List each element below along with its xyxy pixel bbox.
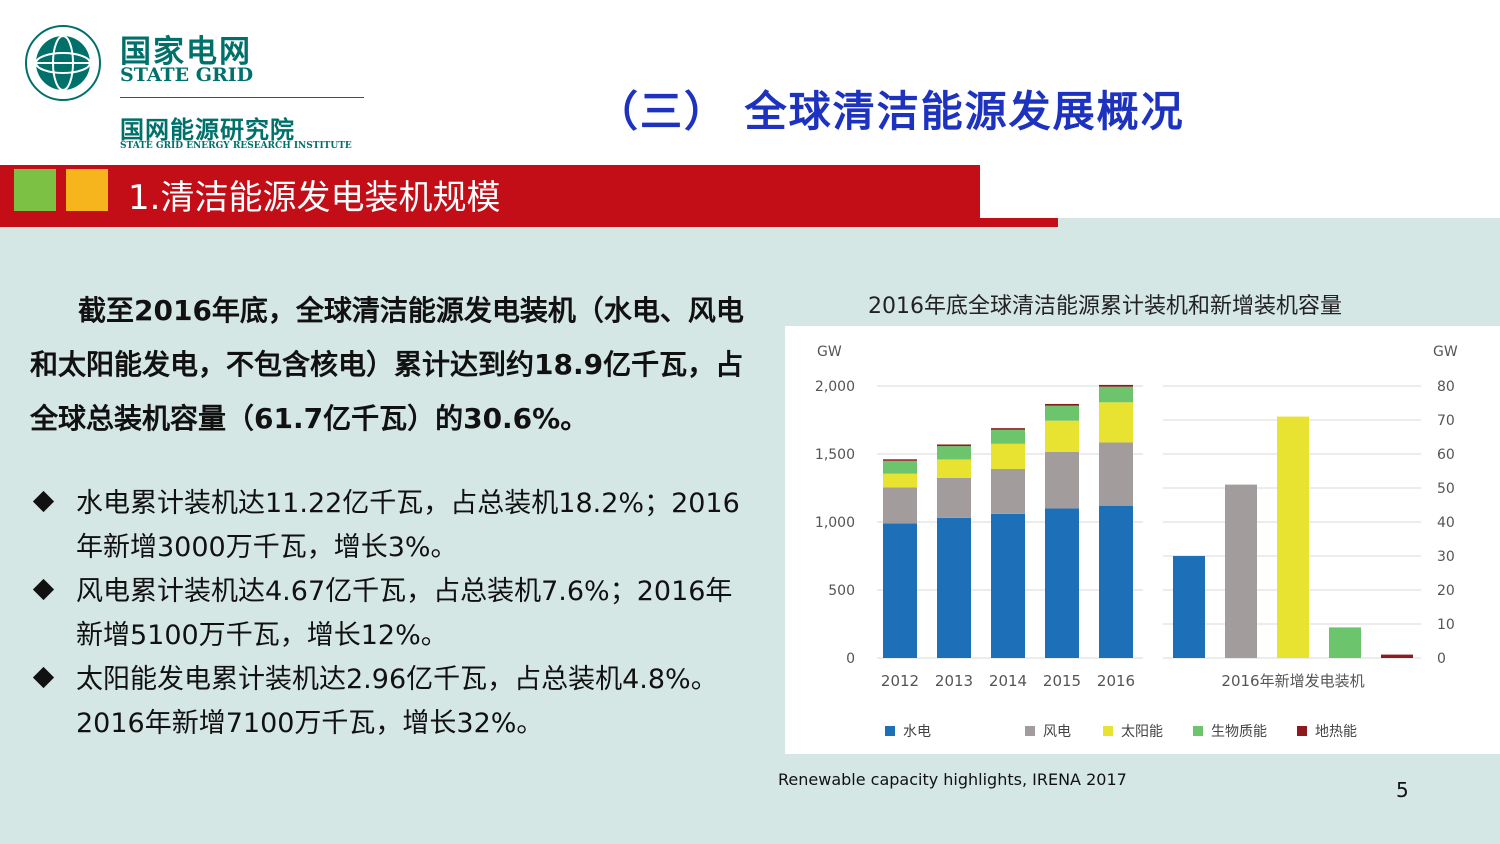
lead-paragraph: 截至2016年底，全球清洁能源发电装机（水电、风电和太阳能发电，不包含核电）累计… [30,294,744,435]
x-tick-label: 2016 [1097,672,1135,690]
bar-segment [883,473,917,488]
x-tick-label: 2012 [881,672,919,690]
bullet-list: 水电累计装机达11.22亿千瓦，占总装机18.2%；2016年新增3000万千瓦… [30,482,750,746]
legend-swatch [1297,726,1307,736]
state-grid-logo-icon [25,25,101,101]
bar-segment [1099,505,1133,658]
right-y-tick-label: 40 [1437,515,1455,531]
bar-segment [883,523,917,658]
bar-segment [883,460,917,474]
bullet-text: 太阳能发电累计装机达2.96亿千瓦，占总装机4.8%。2016年新增7100万千… [76,664,718,739]
bar-segment [883,487,917,524]
x-tick-label: 2014 [989,672,1027,690]
bar-segment [1045,403,1079,406]
right-y-tick-label: 20 [1437,583,1455,599]
source-citation: Renewable capacity highlights, IRENA 201… [778,770,1127,789]
right-y-tick-label: 30 [1437,549,1455,565]
bar-segment [991,428,1025,430]
institute-name-cn: 国网能源研究院 [120,116,295,144]
left-y-tick-label: 1,000 [815,515,855,531]
new-capacity-bar [1225,484,1257,658]
legend-label: 太阳能 [1121,724,1163,740]
left-y-tick-label: 2,000 [815,379,855,395]
bullet-text: 风电累计装机达4.67亿千瓦，占总装机7.6%；2016年新增5100万千瓦，增… [76,576,733,651]
yellow-square-icon [66,169,108,211]
bar-segment [1045,508,1079,658]
left-y-axis-unit: GW [817,344,842,360]
chart-title: 2016年底全球清洁能源累计装机和新增装机容量 [868,294,1342,319]
section-banner [0,165,1058,227]
bar-segment [1099,386,1133,403]
left-y-tick-label: 500 [828,583,855,599]
legend-label: 地热能 [1315,724,1357,740]
legend-label: 水电 [903,724,931,740]
x-tick-label: 2015 [1043,672,1081,690]
bar-segment [1045,451,1079,509]
bar-segment [991,468,1025,514]
bar-segment [1099,384,1133,387]
right-y-tick-label: 0 [1437,651,1446,667]
green-square-icon [14,169,56,211]
bar-segment [937,446,971,460]
page-number: 5 [1396,778,1409,802]
legend-swatch [1025,726,1035,736]
logo-text-cn: 国家电网 [120,34,252,70]
right-y-tick-label: 10 [1437,617,1455,633]
legend-swatch [1103,726,1113,736]
x-tick-label: 2013 [935,672,973,690]
new-capacity-bar [1381,654,1413,658]
bar-segment [1099,442,1133,506]
logo-divider [120,97,364,98]
bar-segment [991,513,1025,658]
right-y-tick-label: 50 [1437,481,1455,497]
new-capacity-bar [1277,416,1309,658]
bar-segment [1045,405,1079,421]
left-y-tick-label: 0 [846,651,855,667]
right-y-tick-label: 60 [1437,447,1455,463]
bar-segment [1099,402,1133,443]
slide-title: （三） 全球清洁能源发展概况 [596,87,1185,136]
banner-cutout [980,165,1500,218]
bullet-text: 水电累计装机达11.22亿千瓦，占总装机18.2%；2016年新增3000万千瓦… [76,488,740,563]
diamond-bullet-icon [32,490,55,513]
legend-swatch [1193,726,1203,736]
left-y-tick-label: 1,500 [815,447,855,463]
right-y-axis-unit: GW [1433,344,1458,360]
bullet-item: 太阳能发电累计装机达2.96亿千瓦，占总装机4.8%。2016年新增7100万千… [30,658,750,746]
bar-segment [937,477,971,518]
right-x-label: 2016年新增发电装机 [1221,672,1364,690]
bullet-item: 风电累计装机达4.67亿千瓦，占总装机7.6%；2016年新增5100万千瓦，增… [30,570,750,658]
new-capacity-bar [1173,556,1205,658]
diamond-bullet-icon [32,666,55,689]
bar-segment [1045,420,1079,452]
right-y-tick-label: 80 [1437,379,1455,395]
right-y-tick-label: 70 [1437,413,1455,429]
section-title: 1.清洁能源发电装机规模 [128,178,501,218]
bar-segment [991,429,1025,444]
legend-label: 风电 [1043,724,1071,740]
banner-underline [0,218,1058,227]
bar-segment [937,444,971,447]
logo-text-en: STATE GRID [120,64,254,86]
new-capacity-bar [1329,627,1361,658]
bullet-item: 水电累计装机达11.22亿千瓦，占总装机18.2%；2016年新增3000万千瓦… [30,482,750,570]
header: 国家电网 STATE GRID 国网能源研究院 STATE GRID ENERG… [0,0,1500,165]
institute-name-en: STATE GRID ENERGY RESEARCH INSTITUTE [120,141,352,151]
bar-segment [883,459,917,461]
diamond-bullet-icon [32,578,55,601]
legend-label: 生物质能 [1211,724,1267,740]
bar-segment [937,459,971,478]
bar-segment [937,517,971,658]
bar-segment [991,443,1025,469]
legend-swatch [885,726,895,736]
